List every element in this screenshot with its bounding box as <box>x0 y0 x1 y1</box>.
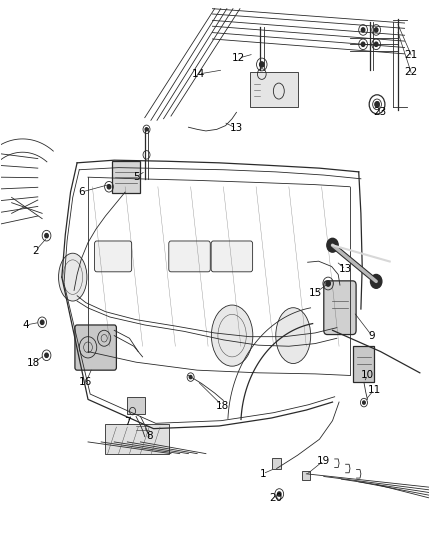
Ellipse shape <box>218 314 246 357</box>
Text: 13: 13 <box>230 123 243 133</box>
Ellipse shape <box>212 305 253 366</box>
Text: 20: 20 <box>269 492 283 503</box>
Text: 4: 4 <box>23 320 29 330</box>
Bar <box>353 346 374 382</box>
Text: 11: 11 <box>367 385 381 395</box>
Text: 1: 1 <box>259 469 266 479</box>
Text: 6: 6 <box>78 187 85 197</box>
Text: 14: 14 <box>192 69 205 79</box>
Ellipse shape <box>63 260 82 294</box>
Circle shape <box>45 233 48 238</box>
Text: 13: 13 <box>339 264 352 274</box>
Circle shape <box>278 492 281 496</box>
Circle shape <box>363 401 365 404</box>
Circle shape <box>371 274 382 288</box>
FancyBboxPatch shape <box>75 325 117 370</box>
Circle shape <box>375 102 379 107</box>
Circle shape <box>40 320 44 325</box>
Bar <box>272 458 281 469</box>
Ellipse shape <box>276 308 311 364</box>
Bar <box>302 471 310 480</box>
Circle shape <box>189 375 192 378</box>
FancyBboxPatch shape <box>324 281 356 335</box>
Circle shape <box>260 62 264 67</box>
Ellipse shape <box>59 253 87 301</box>
Circle shape <box>327 238 338 252</box>
Text: 9: 9 <box>368 330 375 341</box>
Bar <box>127 397 145 414</box>
Text: 5: 5 <box>133 172 139 182</box>
Text: 2: 2 <box>32 246 39 255</box>
Circle shape <box>361 28 365 32</box>
Text: 8: 8 <box>146 431 152 441</box>
Circle shape <box>374 28 378 32</box>
Circle shape <box>326 281 330 286</box>
Text: 15: 15 <box>308 288 321 298</box>
Text: 12: 12 <box>232 53 245 63</box>
Circle shape <box>145 128 148 131</box>
Text: 7: 7 <box>124 417 131 427</box>
Text: 18: 18 <box>27 358 40 368</box>
Text: 21: 21 <box>404 50 418 60</box>
FancyBboxPatch shape <box>95 241 132 272</box>
FancyBboxPatch shape <box>211 241 253 272</box>
Bar <box>106 424 169 454</box>
Ellipse shape <box>273 83 284 99</box>
Bar <box>112 161 141 193</box>
Circle shape <box>107 184 111 189</box>
Text: 23: 23 <box>373 107 386 117</box>
Circle shape <box>361 42 365 46</box>
Circle shape <box>374 42 378 46</box>
Circle shape <box>45 353 48 358</box>
Text: 10: 10 <box>361 370 374 381</box>
FancyBboxPatch shape <box>169 241 210 272</box>
Bar <box>250 72 297 107</box>
Text: 22: 22 <box>404 68 418 77</box>
Text: 19: 19 <box>317 456 330 465</box>
Text: 16: 16 <box>79 377 92 387</box>
Text: 18: 18 <box>216 401 229 411</box>
